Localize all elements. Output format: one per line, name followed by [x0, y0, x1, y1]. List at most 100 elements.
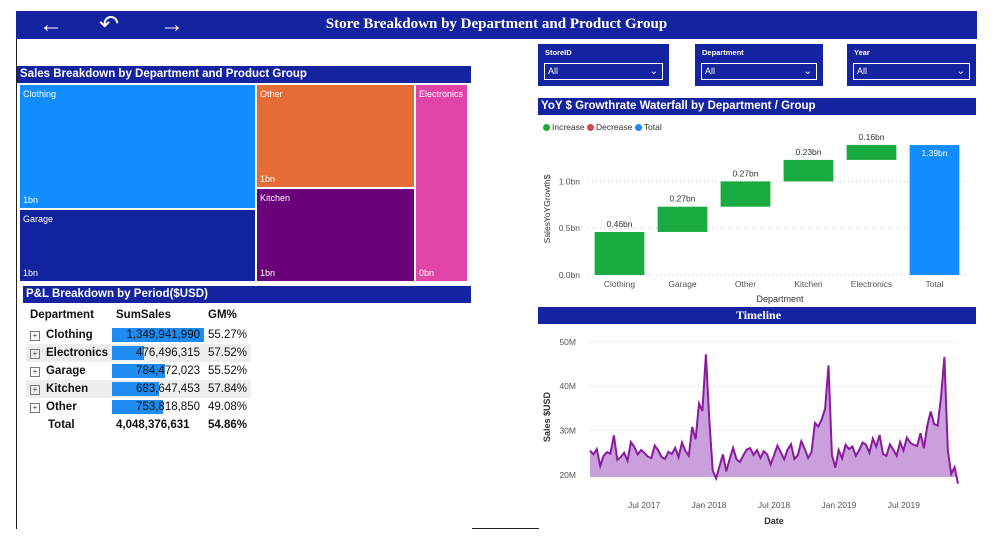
sumsales-cell: 683,647,453: [112, 380, 204, 398]
timeline-title: Timeline: [538, 307, 976, 324]
legend-item-decrease[interactable]: Decrease: [586, 122, 632, 132]
arrow-left-icon[interactable]: ←: [39, 11, 63, 38]
treemap-tile-label: Garage: [23, 214, 54, 224]
department-cell: + Garage: [26, 362, 112, 380]
sumsales-cell: 1,349,941,990: [112, 326, 204, 344]
slicer-label: Department: [702, 48, 744, 57]
gm-cell: 57.52%: [204, 344, 252, 362]
department-name: Clothing: [46, 329, 93, 341]
treemap-title: Sales Breakdown by Department and Produc…: [17, 66, 471, 83]
total-sumsales: 4,048,376,631: [116, 419, 190, 431]
slicer-dropdown[interactable]: All ⌄: [701, 63, 817, 80]
increase-dot-icon: [543, 124, 550, 132]
waterfall-bar[interactable]: [846, 144, 897, 160]
sumsales-cell: 753,818,850: [112, 398, 204, 416]
expand-icon[interactable]: +: [30, 349, 40, 359]
table-row[interactable]: + Kitchen 683,647,453 57.84%: [26, 380, 252, 398]
sumsales-value: 1,349,941,990: [126, 329, 200, 341]
expand-icon[interactable]: +: [30, 331, 40, 341]
waterfall-bar[interactable]: [594, 231, 645, 275]
expand-icon[interactable]: +: [30, 385, 40, 395]
sumsales-value: 784,472,023: [136, 365, 200, 377]
treemap-tile-value: 1bn: [260, 268, 276, 278]
waterfall-chart: 0.0bn 0.5bn 1.0bn SalesYoYGrowth$ Department…: [542, 134, 966, 304]
treemap-tile-other[interactable]: Other 1bn: [256, 84, 415, 188]
x-tick-label: Other: [735, 279, 756, 289]
decrease-dot-icon: [586, 124, 594, 132]
gm-cell: 49.08%: [208, 401, 248, 413]
table-header-row: Department SumSales GM%: [26, 304, 251, 326]
sumsales-cell: 784,472,023: [112, 362, 204, 380]
sumsales-cell: 476,496,315: [112, 344, 204, 362]
column-header-department[interactable]: Department: [30, 309, 94, 321]
x-tick-label: Garage: [668, 279, 697, 289]
left-border-line: [16, 39, 17, 529]
x-tick-label: Clothing: [604, 279, 635, 289]
treemap-tile-label: Other: [260, 89, 283, 99]
column-header-sumsales[interactable]: SumSales: [116, 309, 171, 321]
waterfall-data-label: 0.23bn: [796, 147, 822, 157]
department-cell: + Electronics: [26, 344, 112, 362]
table-row[interactable]: + Garage 784,472,023 55.52%: [26, 362, 251, 380]
total-label: Total: [48, 419, 75, 431]
slicer-label: Year: [854, 48, 870, 57]
department-cell: + Other: [26, 398, 112, 416]
x-tick-label: Jul 2017: [628, 500, 660, 510]
x-tick-label: Kitchen: [794, 279, 823, 289]
y-tick-label: 30M: [559, 426, 576, 436]
gm-cell: 55.52%: [208, 365, 248, 377]
legend-item-increase[interactable]: Increase: [543, 122, 585, 132]
waterfall-data-label: 1.39bn: [922, 148, 948, 158]
slicer-dropdown[interactable]: All ⌄: [544, 63, 663, 80]
treemap-tile-label: Kitchen: [260, 193, 291, 203]
gm-cell: 55.27%: [208, 329, 248, 341]
x-tick-label: Total: [926, 279, 944, 289]
sumsales-value: 476,496,315: [136, 347, 200, 359]
slicer-dropdown[interactable]: All ⌄: [853, 63, 970, 80]
slicer-storeid: StoreID All ⌄: [538, 44, 669, 86]
y-tick-label: 0.0bn: [559, 270, 581, 280]
table-row[interactable]: + Electronics 476,496,315 57.52%: [26, 344, 252, 362]
column-header-gm[interactable]: GM%: [208, 309, 237, 321]
pl-table-title: P&L Breakdown by Period($USD): [23, 286, 471, 303]
table-row[interactable]: + Clothing 1,349,941,990 55.27%: [26, 326, 251, 344]
legend-item-total[interactable]: Total: [634, 122, 662, 132]
sumsales-databar: [112, 382, 159, 396]
sumsales-value: 683,647,453: [136, 383, 200, 395]
chevron-down-icon: ⌄: [803, 66, 812, 77]
timeline-area: [590, 354, 958, 484]
pl-table: Department SumSales GM% + Clothing 1,349,9…: [26, 304, 252, 434]
expand-icon[interactable]: +: [30, 403, 40, 413]
chevron-down-icon: ⌄: [649, 66, 658, 77]
bottom-border-line: [472, 528, 539, 529]
y-tick-label: 40M: [559, 381, 576, 391]
sumsales-databar: [112, 346, 145, 360]
waterfall-bar[interactable]: [657, 206, 708, 232]
expand-icon[interactable]: +: [30, 367, 40, 377]
y-tick-label: 50M: [559, 337, 576, 347]
sumsales-databar: [112, 364, 166, 378]
waterfall-data-label: 0.27bn: [670, 194, 696, 204]
department-cell: + Clothing: [26, 326, 112, 344]
slicer-value: All: [857, 66, 868, 76]
y-axis-label: SalesYoYGrowth$: [542, 174, 552, 243]
department-name: Other: [46, 401, 77, 413]
gm-cell: 57.84%: [204, 380, 252, 398]
undo-icon[interactable]: ↶: [98, 11, 120, 38]
slicer-department: Department All ⌄: [695, 44, 823, 86]
x-axis-label: Department: [756, 294, 804, 304]
waterfall-bar[interactable]: [720, 181, 771, 207]
arrow-right-icon[interactable]: →: [160, 11, 184, 38]
waterfall-bar[interactable]: [783, 159, 834, 182]
treemap-tile-clothing[interactable]: Clothing 1bn: [19, 84, 256, 209]
x-tick-label: Jul 2018: [758, 500, 790, 510]
timeline-line[interactable]: [589, 354, 959, 484]
waterfall-bar[interactable]: [909, 144, 960, 275]
y-tick-label: 20M: [559, 470, 576, 480]
treemap-tile-garage[interactable]: Garage 1bn: [19, 209, 256, 282]
waterfall-data-label: 0.16bn: [859, 134, 885, 142]
treemap-tile-electronics[interactable]: Electronics 0bn: [415, 84, 468, 282]
top-bar: ← ↶ → Store Breakdown by Department and …: [16, 11, 977, 39]
treemap-tile-kitchen[interactable]: Kitchen 1bn: [256, 188, 415, 282]
table-row[interactable]: + Other 753,818,850 49.08%: [26, 398, 251, 416]
